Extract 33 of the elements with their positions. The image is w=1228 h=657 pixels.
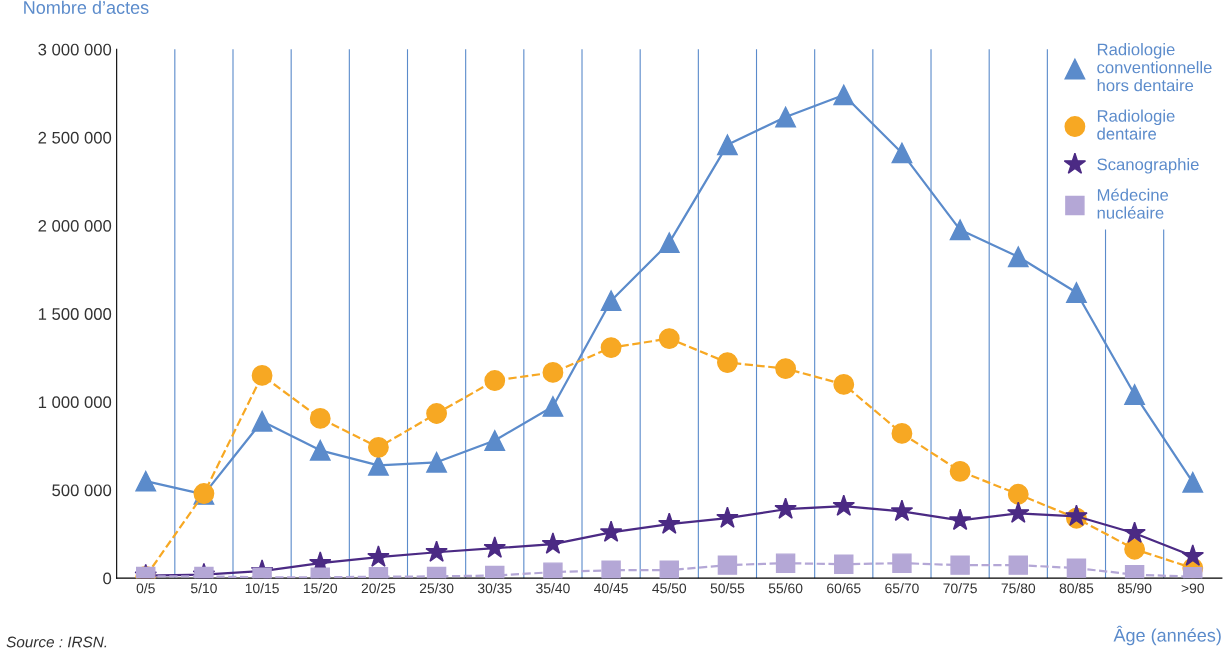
x-tick-label: 10/15 bbox=[245, 583, 279, 594]
x-tick-label: 5/10 bbox=[190, 583, 217, 594]
y-tick-label: 2 000 000 bbox=[38, 219, 112, 232]
y-tick-label: 0 bbox=[103, 572, 112, 585]
x-tick-label: 20/25 bbox=[361, 583, 396, 594]
x-tick-label: 80/85 bbox=[1059, 583, 1094, 594]
x-tick-label: 40/45 bbox=[594, 583, 628, 594]
y-tick-label: 2 500 000 bbox=[38, 131, 112, 144]
x-tick-label: 50/55 bbox=[710, 583, 745, 594]
legend-label: Radiologie conventionnelle hors dentaire bbox=[1097, 43, 1212, 92]
x-tick-label: 45/50 bbox=[652, 583, 687, 594]
x-tick-label: 15/20 bbox=[303, 583, 338, 594]
y-axis-title: Nombre d’actes bbox=[24, 0, 149, 14]
source-note: Source : IRSN. bbox=[6, 636, 107, 648]
y-tick-label: 1 000 000 bbox=[38, 396, 112, 409]
x-tick-label: 0/5 bbox=[136, 583, 155, 594]
x-tick-label: 30/35 bbox=[477, 583, 512, 594]
y-tick-label: 500 000 bbox=[52, 484, 112, 497]
legend-label: Scanographie bbox=[1097, 158, 1199, 174]
x-tick-label: 75/80 bbox=[1001, 583, 1036, 594]
legend-label: Radiologie dentaire bbox=[1097, 109, 1175, 140]
x-tick-label: 70/75 bbox=[943, 583, 977, 594]
x-tick-label: 25/30 bbox=[419, 583, 454, 594]
x-tick-label: 55/60 bbox=[768, 583, 803, 594]
x-tick-label: 65/70 bbox=[885, 583, 919, 594]
legend-label: Médecine nucléaire bbox=[1097, 188, 1169, 219]
x-tick-label: 60/65 bbox=[827, 583, 861, 594]
x-axis-title: Âge (années) bbox=[1113, 625, 1221, 646]
y-tick-label: 1 500 000 bbox=[38, 308, 112, 320]
y-tick-label: 3 000 000 bbox=[38, 43, 112, 56]
x-tick-label: >90 bbox=[1181, 583, 1205, 594]
x-tick-label: 35/40 bbox=[536, 583, 570, 594]
x-tick-label: 85/90 bbox=[1117, 583, 1152, 594]
